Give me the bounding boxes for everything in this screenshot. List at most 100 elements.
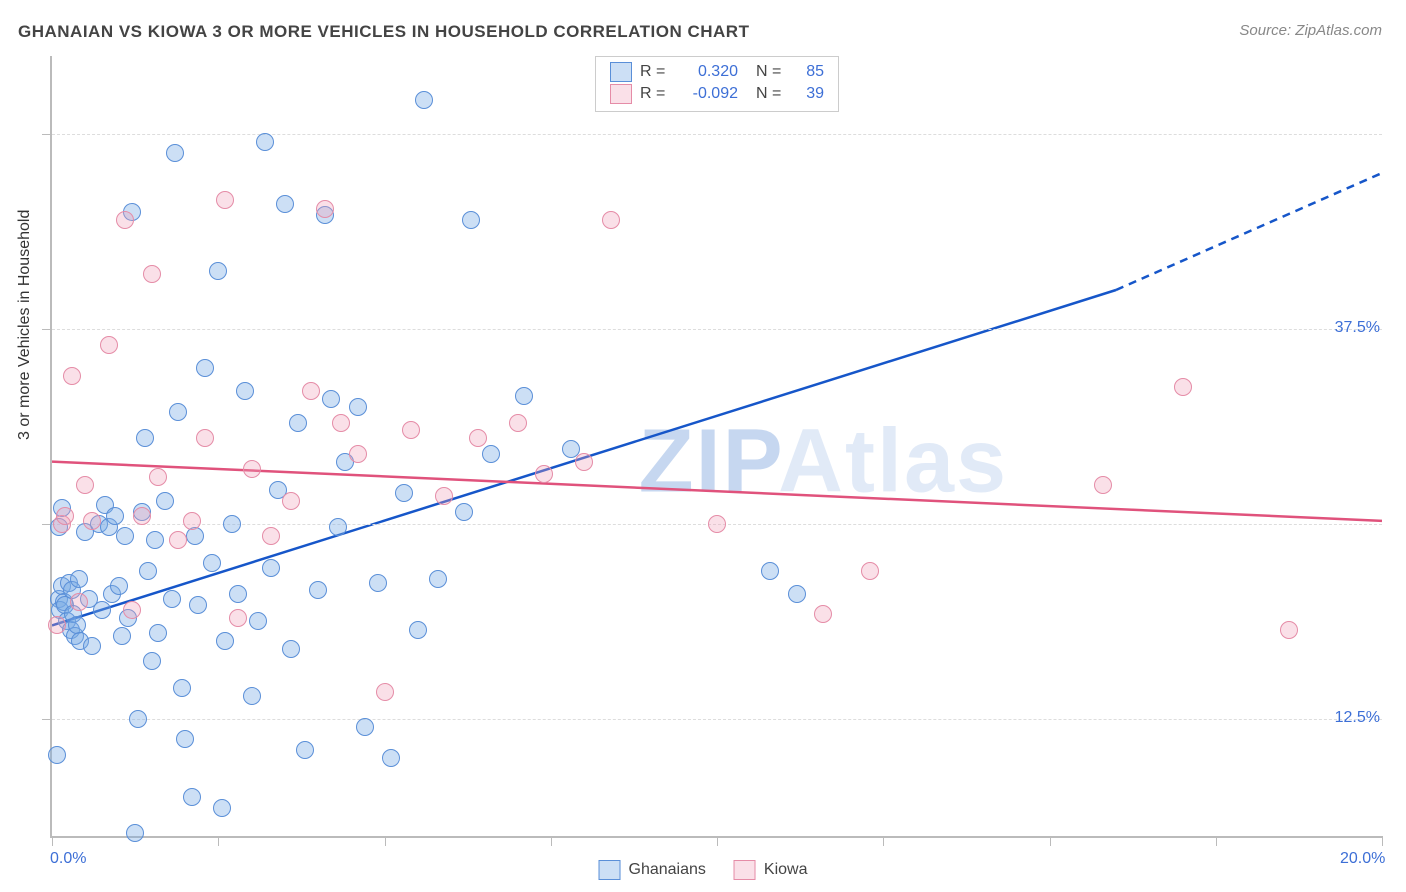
- data-point: [209, 262, 227, 280]
- data-point: [262, 559, 280, 577]
- data-point: [329, 518, 347, 536]
- legend-item: Kiowa: [734, 860, 808, 880]
- data-point: [100, 336, 118, 354]
- x-tick: [551, 836, 552, 846]
- data-point: [243, 687, 261, 705]
- data-point: [369, 574, 387, 592]
- y-tick: [42, 329, 52, 330]
- data-point: [332, 414, 350, 432]
- data-point: [309, 581, 327, 599]
- data-point: [349, 398, 367, 416]
- data-point: [76, 476, 94, 494]
- data-point: [48, 746, 66, 764]
- legend-r-value: -0.092: [678, 83, 738, 105]
- legend-swatch: [610, 62, 632, 82]
- legend-n-value: 39: [794, 83, 824, 105]
- legend-label: Kiowa: [764, 861, 808, 879]
- y-tick-label: 37.5%: [1335, 319, 1380, 337]
- data-point: [83, 637, 101, 655]
- legend-swatch: [610, 84, 632, 104]
- data-point: [575, 453, 593, 471]
- data-point: [143, 652, 161, 670]
- legend-swatch: [734, 860, 756, 880]
- data-point: [509, 414, 527, 432]
- data-point: [462, 211, 480, 229]
- data-point: [196, 429, 214, 447]
- data-point: [213, 799, 231, 817]
- data-point: [435, 487, 453, 505]
- data-point: [249, 612, 267, 630]
- x-tick: [385, 836, 386, 846]
- data-point: [395, 484, 413, 502]
- y-tick-label: 12.5%: [1335, 709, 1380, 727]
- data-point: [156, 492, 174, 510]
- data-point: [183, 788, 201, 806]
- data-point: [56, 507, 74, 525]
- data-point: [482, 445, 500, 463]
- data-point: [243, 460, 261, 478]
- data-point: [106, 507, 124, 525]
- data-point: [282, 492, 300, 510]
- data-point: [602, 211, 620, 229]
- data-point: [126, 824, 144, 842]
- legend-n-label: N =: [756, 61, 786, 83]
- correlation-legend: R =0.320N =85R =-0.092N =39: [595, 56, 839, 112]
- scatter-chart: ZIPAtlas R =0.320N =85R =-0.092N =39: [50, 56, 1382, 838]
- legend-r-value: 0.320: [678, 61, 738, 83]
- data-point: [282, 640, 300, 658]
- x-tick-label: 20.0%: [1340, 850, 1385, 868]
- data-point: [149, 624, 167, 642]
- x-tick: [883, 836, 884, 846]
- data-point: [123, 601, 141, 619]
- data-point: [70, 593, 88, 611]
- chart-source: Source: ZipAtlas.com: [1239, 22, 1382, 39]
- data-point: [1280, 621, 1298, 639]
- data-point: [143, 265, 161, 283]
- data-point: [93, 601, 111, 619]
- legend-n-value: 85: [794, 61, 824, 83]
- data-point: [415, 91, 433, 109]
- data-point: [169, 403, 187, 421]
- data-point: [223, 515, 241, 533]
- legend-item: Ghanaians: [599, 860, 706, 880]
- data-point: [133, 507, 151, 525]
- data-point: [535, 465, 553, 483]
- data-point: [189, 596, 207, 614]
- data-point: [136, 429, 154, 447]
- gridline: [52, 719, 1382, 720]
- data-point: [229, 609, 247, 627]
- data-point: [402, 421, 420, 439]
- data-point: [183, 512, 201, 530]
- data-point: [296, 741, 314, 759]
- x-tick: [1050, 836, 1051, 846]
- y-tick: [42, 134, 52, 135]
- data-point: [256, 133, 274, 151]
- data-point: [455, 503, 473, 521]
- data-point: [139, 562, 157, 580]
- data-point: [429, 570, 447, 588]
- legend-row: R =0.320N =85: [610, 61, 824, 83]
- data-point: [70, 570, 88, 588]
- data-point: [110, 577, 128, 595]
- data-point: [409, 621, 427, 639]
- data-point: [1094, 476, 1112, 494]
- data-point: [382, 749, 400, 767]
- series-legend: Ghanaians Kiowa: [599, 860, 808, 880]
- data-point: [788, 585, 806, 603]
- legend-label: Ghanaians: [629, 861, 706, 879]
- data-point: [229, 585, 247, 603]
- data-point: [216, 632, 234, 650]
- data-point: [163, 590, 181, 608]
- data-point: [276, 195, 294, 213]
- x-tick: [717, 836, 718, 846]
- data-point: [203, 554, 221, 572]
- data-point: [262, 527, 280, 545]
- gridline: [52, 134, 1382, 135]
- data-point: [83, 512, 101, 530]
- source-label: Source:: [1239, 22, 1295, 39]
- data-point: [316, 200, 334, 218]
- data-point: [322, 390, 340, 408]
- data-point: [302, 382, 320, 400]
- data-point: [63, 367, 81, 385]
- data-point: [173, 679, 191, 697]
